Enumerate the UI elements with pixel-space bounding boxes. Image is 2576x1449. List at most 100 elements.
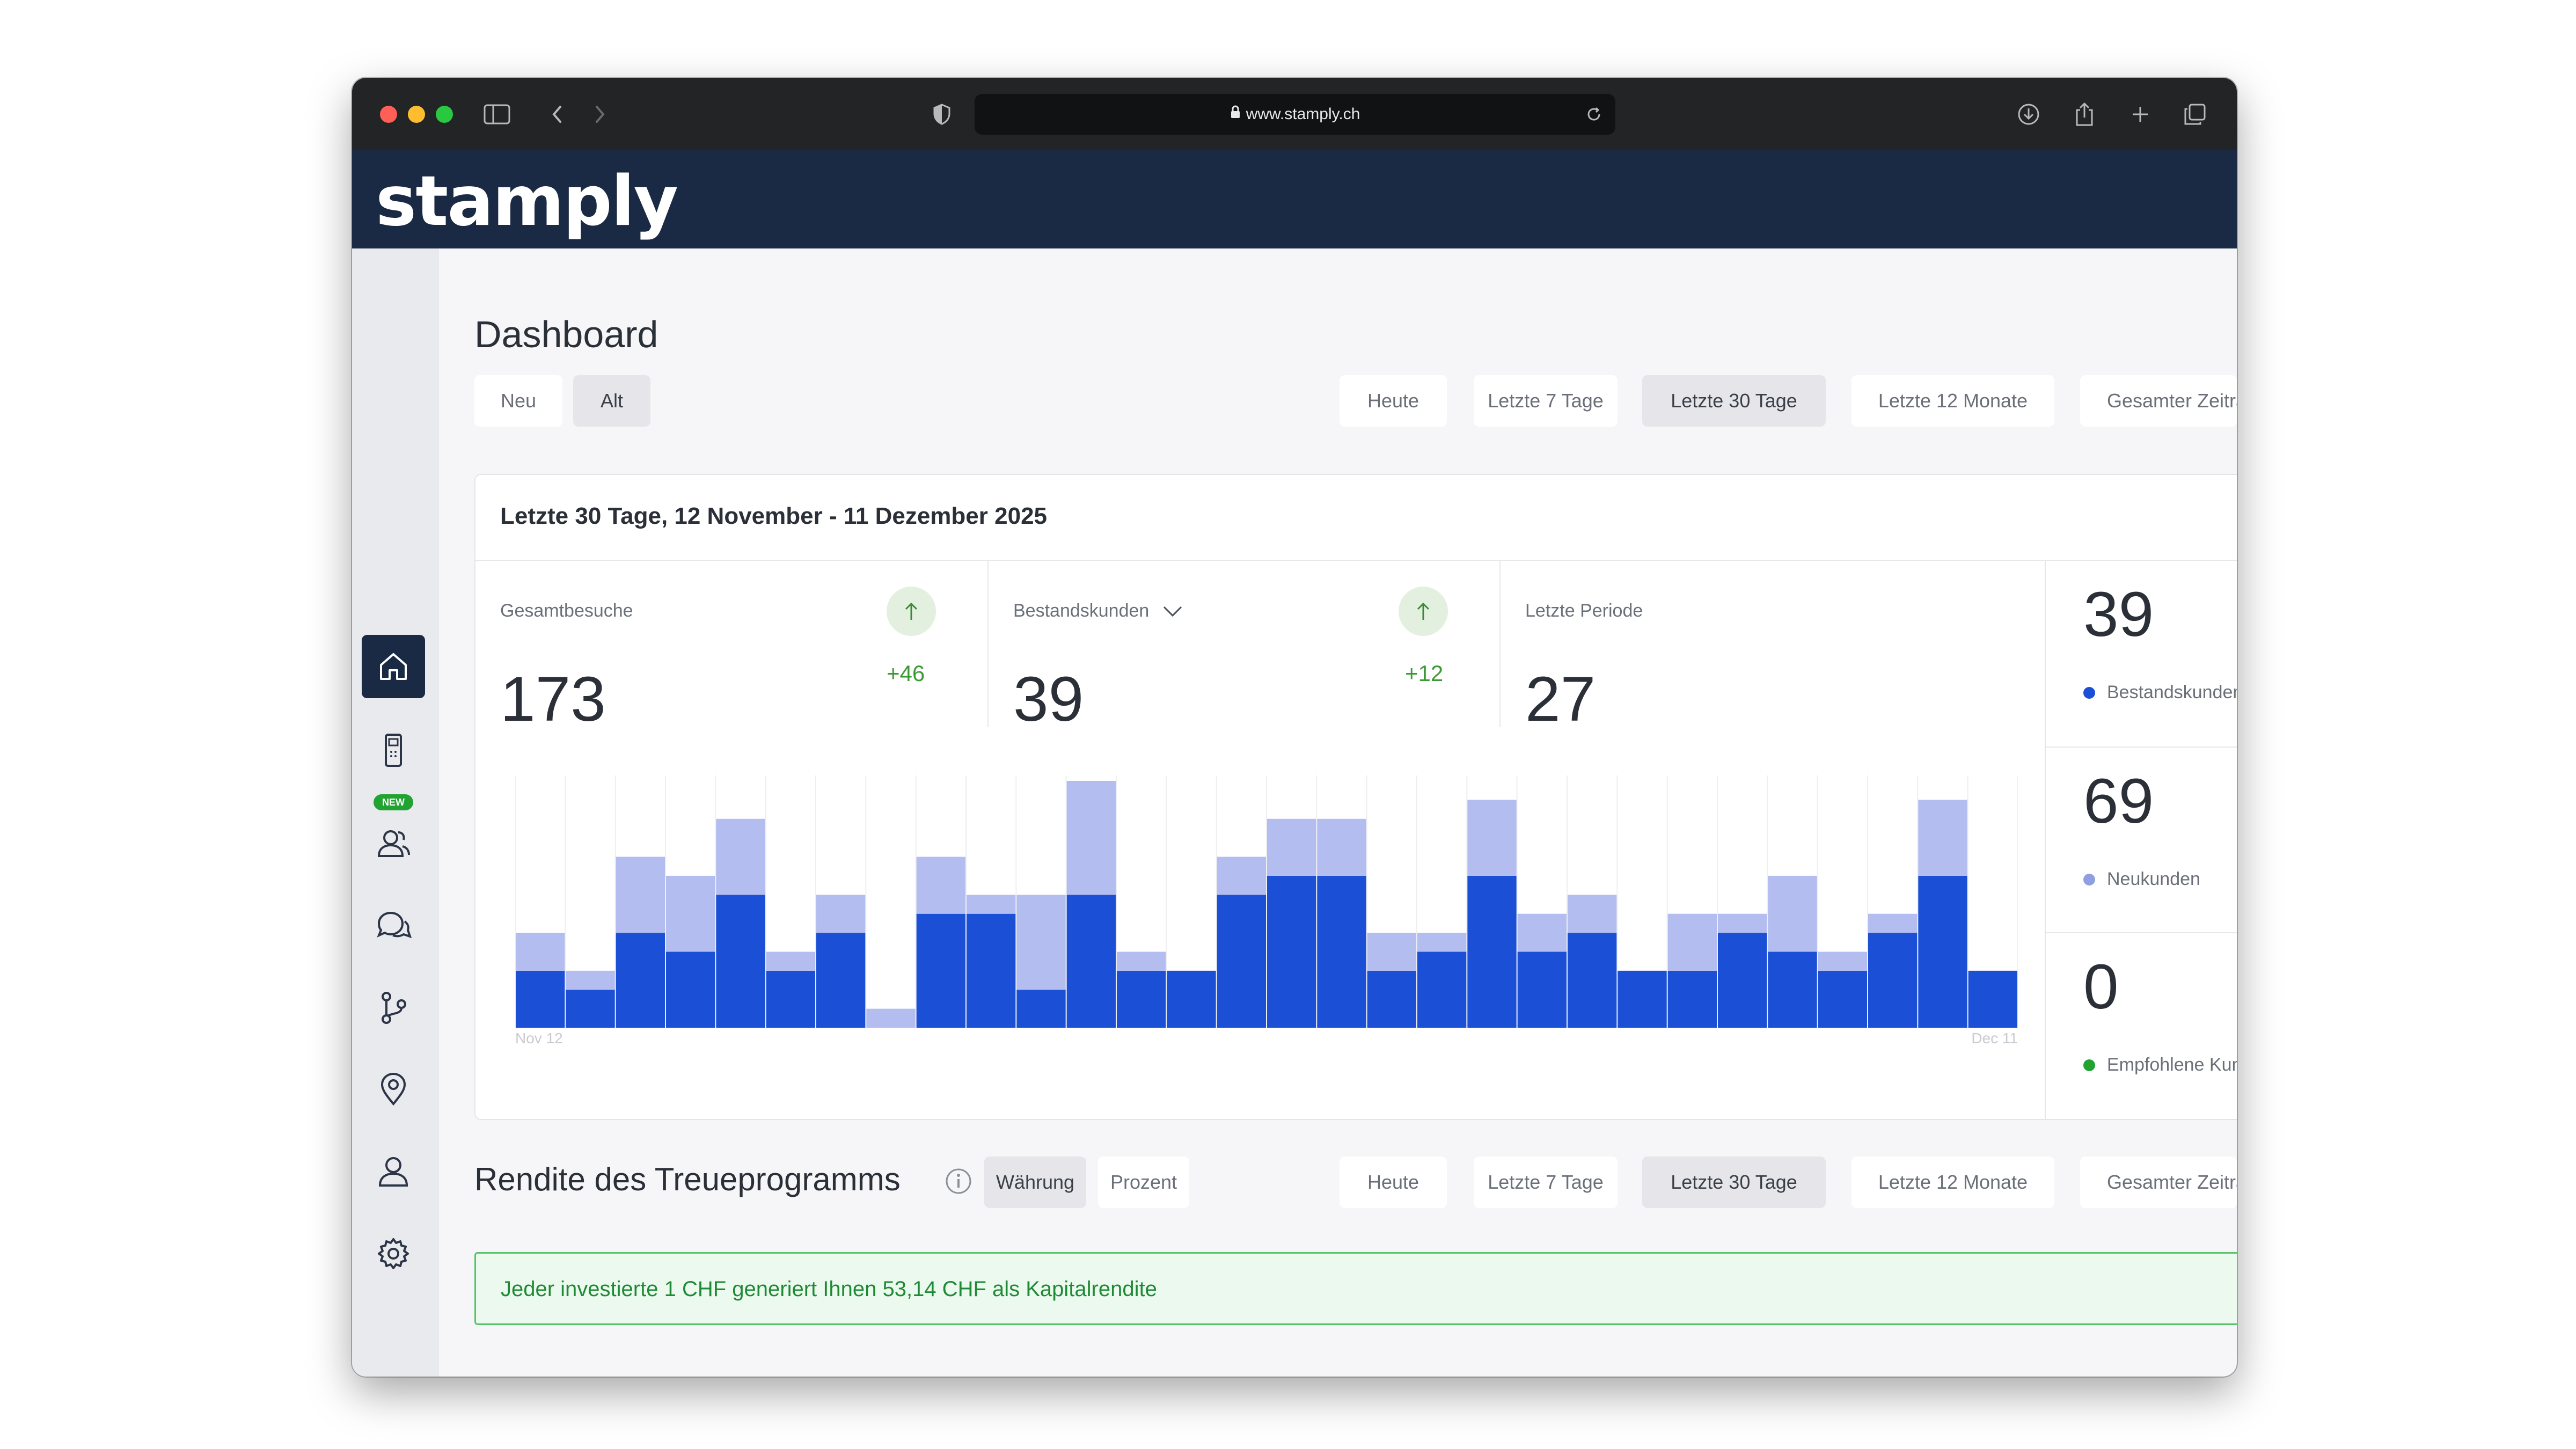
bar-returning[interactable] xyxy=(616,933,665,1028)
share-icon[interactable] xyxy=(2069,100,2099,128)
bar-returning[interactable] xyxy=(1467,875,1517,1028)
bar-returning[interactable] xyxy=(1016,990,1066,1028)
x-tick-label: Dec 11 xyxy=(1971,1030,2018,1046)
bar-new[interactable] xyxy=(1016,895,1066,990)
bar-returning[interactable] xyxy=(1718,933,1767,1028)
bar-new[interactable] xyxy=(1467,800,1517,876)
stat-label: Gesamtbesuche xyxy=(500,601,633,621)
returning-dropdown[interactable]: Bestandskunden xyxy=(1013,601,1183,621)
bar-returning[interactable] xyxy=(1918,875,1967,1028)
bar-new[interactable] xyxy=(566,970,615,990)
bar-new[interactable] xyxy=(1417,933,1467,952)
range-all-time[interactable]: Gesamter Zeitraum xyxy=(2080,375,2237,427)
chart-canvas xyxy=(515,775,2018,1028)
bar-returning[interactable] xyxy=(816,933,866,1028)
bar-returning[interactable] xyxy=(1167,970,1216,1028)
legend-item: Bestandskunden xyxy=(2083,682,2237,703)
bar-new[interactable] xyxy=(1317,818,1366,876)
range-30-days[interactable]: Letzte 30 Tage xyxy=(1642,375,1826,427)
range-12-months[interactable]: Letzte 12 Monate xyxy=(1851,375,2054,427)
bar-returning[interactable] xyxy=(1217,895,1266,1028)
bar-new[interactable] xyxy=(1918,800,1967,876)
bar-returning[interactable] xyxy=(1667,970,1717,1028)
bar-new[interactable] xyxy=(1718,913,1767,933)
bar-new[interactable] xyxy=(1667,913,1717,971)
roi-range-30-days[interactable]: Letzte 30 Tage xyxy=(1642,1157,1826,1208)
view-toggle-old[interactable]: Alt xyxy=(573,375,650,427)
bar-new[interactable] xyxy=(1818,952,1867,971)
roi-range-all-time[interactable]: Gesamter Zeitraum xyxy=(2080,1157,2237,1208)
bar-returning[interactable] xyxy=(1267,875,1316,1028)
bar-new[interactable] xyxy=(1568,895,1617,933)
bar-returning[interactable] xyxy=(967,913,1016,1028)
bar-new[interactable] xyxy=(1517,913,1567,952)
bar-new[interactable] xyxy=(716,818,765,895)
reload-icon[interactable] xyxy=(1581,101,1607,127)
sidebar-item-customers[interactable] xyxy=(362,812,425,875)
bar-new[interactable] xyxy=(616,857,665,933)
roi-range-7-days[interactable]: Letzte 7 Tage xyxy=(1474,1157,1618,1208)
bar-returning[interactable] xyxy=(666,952,715,1028)
bar-returning[interactable] xyxy=(1818,970,1867,1028)
roi-range-today[interactable]: Heute xyxy=(1340,1157,1447,1208)
roi-toggle-currency[interactable]: Währung xyxy=(984,1157,1086,1208)
bar-returning[interactable] xyxy=(1517,952,1567,1028)
bar-returning[interactable] xyxy=(766,970,815,1028)
bar-returning[interactable] xyxy=(916,913,965,1028)
sidebar-item-locations[interactable] xyxy=(362,1058,425,1121)
downloads-icon[interactable] xyxy=(2014,100,2044,128)
bar-new[interactable] xyxy=(766,952,815,971)
sidebar-item-account[interactable] xyxy=(362,1140,425,1204)
bar-returning[interactable] xyxy=(1868,933,1918,1028)
sidebar-item-home[interactable] xyxy=(362,635,425,698)
bar-returning[interactable] xyxy=(1618,970,1667,1028)
bar-new[interactable] xyxy=(916,857,965,914)
bar-new[interactable] xyxy=(967,895,1016,914)
bar-returning[interactable] xyxy=(1066,895,1116,1028)
sidebar-item-messages[interactable] xyxy=(362,895,425,958)
stamply-logo[interactable]: stamply xyxy=(376,162,678,241)
bar-new[interactable] xyxy=(1367,933,1416,971)
roi-toggle-percent[interactable]: Prozent xyxy=(1098,1157,1189,1208)
bar-returning[interactable] xyxy=(1367,970,1416,1028)
bar-new[interactable] xyxy=(866,1008,916,1028)
bar-new[interactable] xyxy=(1868,913,1918,933)
range-7-days[interactable]: Letzte 7 Tage xyxy=(1474,375,1618,427)
bar-returning[interactable] xyxy=(1117,970,1166,1028)
address-bar[interactable]: www.stamply.ch xyxy=(975,94,1615,135)
bar-new[interactable] xyxy=(1066,781,1116,895)
tab-overview-icon[interactable] xyxy=(2180,100,2210,128)
roi-range-12-months[interactable]: Letzte 12 Monate xyxy=(1851,1157,2054,1208)
forward-icon[interactable] xyxy=(589,100,611,128)
privacy-shield-icon[interactable] xyxy=(928,100,955,128)
sidebar-toggle-icon[interactable] xyxy=(481,100,513,128)
back-icon[interactable] xyxy=(546,100,568,128)
bar-new[interactable] xyxy=(1117,952,1166,971)
stat-value: 39 xyxy=(1013,664,1084,735)
bar-new[interactable] xyxy=(1267,818,1316,876)
view-toggle-new[interactable]: Neu xyxy=(474,375,562,427)
bar-new[interactable] xyxy=(516,933,565,971)
sidebar-item-settings[interactable] xyxy=(362,1222,425,1285)
bar-new[interactable] xyxy=(1217,857,1266,895)
bar-returning[interactable] xyxy=(1417,952,1467,1028)
bar-new[interactable] xyxy=(666,875,715,952)
bar-new[interactable] xyxy=(816,895,866,933)
minimize-window-button[interactable] xyxy=(408,106,425,123)
bar-returning[interactable] xyxy=(1317,875,1366,1028)
sidebar-item-automations[interactable] xyxy=(362,976,425,1040)
bar-returning[interactable] xyxy=(516,970,565,1028)
zoom-window-button[interactable] xyxy=(436,106,453,123)
new-tab-icon[interactable] xyxy=(2125,100,2155,128)
bar-new[interactable] xyxy=(1768,875,1817,952)
close-window-button[interactable] xyxy=(380,106,397,123)
bar-returning[interactable] xyxy=(1768,952,1817,1028)
bar-returning[interactable] xyxy=(1968,970,2017,1028)
range-today[interactable]: Heute xyxy=(1340,375,1447,427)
info-icon[interactable] xyxy=(945,1167,972,1195)
bar-returning[interactable] xyxy=(1568,933,1617,1028)
sidebar-item-terminal[interactable] xyxy=(362,721,425,780)
bar-returning[interactable] xyxy=(566,990,615,1028)
terminal-device-icon xyxy=(385,734,402,767)
bar-returning[interactable] xyxy=(716,895,765,1028)
